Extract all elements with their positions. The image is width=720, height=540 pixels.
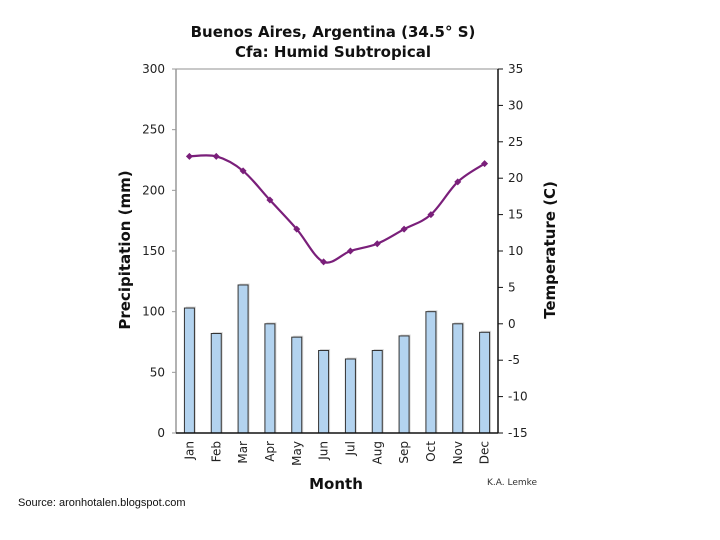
right-tick-label: 35 [508,62,523,76]
month-label: Apr [263,441,277,462]
temperature-point [400,225,408,233]
precipitation-bar [264,323,276,434]
precipitation-bar [425,311,437,434]
left-tick-label: 300 [142,62,165,76]
x-axis-title: Month [309,475,363,493]
precipitation-bar [183,307,195,434]
author-credit: K.A. Lemke [487,478,538,488]
precipitation-bar [291,336,303,434]
temperature-line [185,152,489,266]
left-tick-label: 150 [142,244,165,258]
precipitation-bar [344,358,356,434]
left-tick-label: 100 [142,305,165,319]
right-tick-label: 15 [508,208,523,222]
left-axis-title: Precipitation (mm) [116,170,134,329]
temperature-point [293,225,301,233]
precipitation-bars [183,283,492,434]
month-label: Feb [209,441,223,462]
left-tick-label: 0 [157,426,165,440]
temperature-point [373,240,381,248]
right-tick-label: 30 [508,98,523,112]
right-tick-label: -10 [508,390,528,404]
left-tick-label: 50 [150,365,165,379]
right-tick-label: 5 [508,280,516,294]
right-tick-label: -15 [508,426,528,440]
right-tick-label: 20 [508,171,523,185]
right-tick-label: 25 [508,135,523,149]
right-tick-label: 0 [508,317,516,331]
month-label: Sep [397,441,411,464]
month-label: Oct [424,441,438,462]
month-label: Jul [343,441,357,456]
right-axis-title: Temperature (C) [541,181,559,319]
month-labels: Jan Feb Mar Apr May Jun Jul Aug Sep Oct Nov Dec [182,441,491,466]
left-tick-label: 200 [142,183,165,197]
plot-frame [175,68,499,434]
temperature-point [427,211,435,219]
temperature-point [320,258,328,266]
right-axis-ticks: -15 -10 -5 0 5 10 15 20 25 30 35 [498,62,528,440]
month-label: Dec [478,441,492,464]
temperature-point [266,196,274,204]
right-tick-label: -5 [508,353,520,367]
left-tick-label: 250 [142,123,165,137]
month-label: Mar [236,441,250,464]
chart-subtitle: Cfa: Humid Subtropical [235,43,431,61]
temperature-point [454,178,462,186]
temperature-point [346,247,354,255]
temperature-point [212,152,220,160]
precipitation-bar [371,349,383,434]
month-label: Aug [370,441,384,464]
temperature-point [239,167,247,175]
chart-title: Buenos Aires, Argentina (34.5° S) [191,23,476,41]
right-tick-label: 10 [508,244,523,258]
precipitation-bar [318,349,330,434]
temperature-point [481,160,489,168]
month-label: Nov [451,441,465,464]
month-label: Jan [182,441,196,461]
month-label: May [290,441,304,466]
temperature-curve [189,154,486,264]
precipitation-bar [398,335,410,434]
temperature-point [185,152,193,160]
left-axis-ticks: 0 50 100 150 200 250 300 [142,62,176,440]
precipitation-bar [210,333,222,434]
precipitation-bar [479,331,491,434]
month-label: Jun [317,441,331,461]
precipitation-bar [237,284,249,434]
precipitation-bar [452,323,464,434]
source-caption: Source: aronhotalen.blogspot.com [18,497,186,509]
